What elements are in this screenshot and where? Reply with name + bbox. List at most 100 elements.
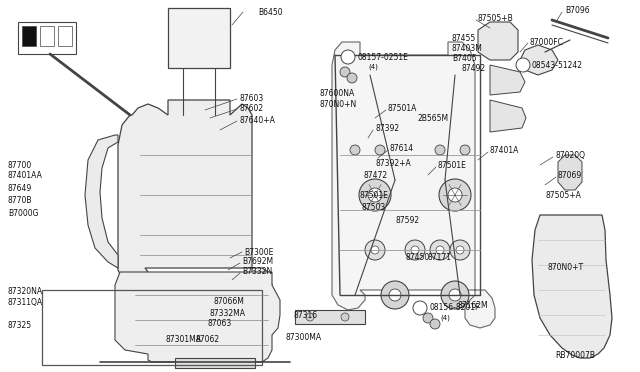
Text: B7692M: B7692M bbox=[242, 257, 273, 266]
Circle shape bbox=[435, 145, 445, 155]
Text: (4): (4) bbox=[368, 64, 378, 70]
Text: 87066M: 87066M bbox=[214, 298, 245, 307]
Circle shape bbox=[516, 58, 530, 72]
Text: 87501E: 87501E bbox=[438, 160, 467, 170]
Text: 87000FC: 87000FC bbox=[530, 38, 564, 46]
Text: 87069: 87069 bbox=[558, 170, 582, 180]
Text: 87171: 87171 bbox=[428, 253, 452, 263]
Text: B7000G: B7000G bbox=[8, 208, 38, 218]
Text: B7096: B7096 bbox=[565, 6, 589, 15]
Text: 87492: 87492 bbox=[462, 64, 486, 73]
Text: B6450: B6450 bbox=[258, 7, 283, 16]
Text: 87455: 87455 bbox=[452, 33, 476, 42]
Text: 87325: 87325 bbox=[8, 321, 32, 330]
Circle shape bbox=[439, 179, 471, 211]
Text: 87301MA: 87301MA bbox=[165, 336, 201, 344]
Polygon shape bbox=[558, 155, 582, 190]
Text: (4): (4) bbox=[440, 315, 450, 321]
Polygon shape bbox=[332, 42, 495, 328]
Text: 87316: 87316 bbox=[293, 311, 317, 321]
Text: 87063: 87063 bbox=[207, 318, 231, 327]
Text: 87592: 87592 bbox=[395, 215, 419, 224]
Text: 87020Q: 87020Q bbox=[555, 151, 585, 160]
Circle shape bbox=[340, 67, 350, 77]
Text: B: B bbox=[418, 305, 422, 311]
Circle shape bbox=[449, 289, 461, 301]
Text: 87392: 87392 bbox=[375, 124, 399, 132]
Text: B7405: B7405 bbox=[452, 54, 477, 62]
Text: B: B bbox=[521, 62, 525, 67]
Bar bbox=[42, 290, 262, 365]
Circle shape bbox=[448, 188, 462, 202]
Text: 87505+A: 87505+A bbox=[545, 190, 581, 199]
Circle shape bbox=[389, 289, 401, 301]
Circle shape bbox=[441, 281, 469, 309]
Bar bbox=[22, 26, 36, 46]
Circle shape bbox=[436, 246, 444, 254]
Polygon shape bbox=[115, 272, 280, 362]
Text: 87320NA: 87320NA bbox=[8, 288, 43, 296]
Text: 08543-51242: 08543-51242 bbox=[532, 61, 583, 70]
Bar bbox=[58, 26, 72, 46]
Polygon shape bbox=[85, 135, 118, 268]
Text: 87640+A: 87640+A bbox=[239, 115, 275, 125]
Circle shape bbox=[359, 179, 391, 211]
Circle shape bbox=[368, 188, 382, 202]
Text: B: B bbox=[346, 55, 350, 60]
Text: 87403M: 87403M bbox=[452, 44, 483, 52]
Text: 87062: 87062 bbox=[195, 336, 219, 344]
Circle shape bbox=[430, 319, 440, 329]
Bar bbox=[18, 22, 76, 54]
Text: 08156-8201F: 08156-8201F bbox=[430, 304, 481, 312]
Bar bbox=[175, 358, 255, 368]
Circle shape bbox=[341, 50, 355, 64]
Text: 87649: 87649 bbox=[8, 183, 32, 192]
Circle shape bbox=[411, 246, 419, 254]
Text: B7332N: B7332N bbox=[242, 267, 272, 276]
Polygon shape bbox=[520, 45, 558, 75]
Text: 87505+B: 87505+B bbox=[478, 13, 514, 22]
Polygon shape bbox=[490, 65, 525, 95]
Circle shape bbox=[371, 246, 379, 254]
Circle shape bbox=[413, 301, 427, 315]
Circle shape bbox=[375, 145, 385, 155]
Text: 87501E: 87501E bbox=[360, 190, 389, 199]
Text: 8770B: 8770B bbox=[8, 196, 33, 205]
Text: 2B565M: 2B565M bbox=[418, 113, 449, 122]
Text: RB70007B: RB70007B bbox=[555, 350, 595, 359]
Circle shape bbox=[365, 240, 385, 260]
Circle shape bbox=[381, 281, 409, 309]
Text: 870N0+N: 870N0+N bbox=[320, 99, 357, 109]
Circle shape bbox=[347, 73, 357, 83]
Circle shape bbox=[456, 246, 464, 254]
Circle shape bbox=[450, 240, 470, 260]
Text: 87450: 87450 bbox=[405, 253, 429, 263]
Bar bbox=[295, 310, 365, 324]
Text: 87401A: 87401A bbox=[490, 145, 520, 154]
Circle shape bbox=[460, 145, 470, 155]
Circle shape bbox=[423, 313, 433, 323]
Circle shape bbox=[405, 240, 425, 260]
Text: B7300E: B7300E bbox=[244, 247, 273, 257]
Text: 87603: 87603 bbox=[239, 93, 263, 103]
Text: 87472: 87472 bbox=[364, 170, 388, 180]
Polygon shape bbox=[490, 100, 526, 132]
Text: 87332MA: 87332MA bbox=[210, 308, 246, 317]
Circle shape bbox=[306, 313, 314, 321]
Text: 87600NA: 87600NA bbox=[320, 89, 355, 97]
Text: 87392+A: 87392+A bbox=[376, 158, 412, 167]
Text: 87614: 87614 bbox=[390, 144, 414, 153]
Polygon shape bbox=[118, 100, 272, 296]
Text: 08157-0251E: 08157-0251E bbox=[358, 52, 409, 61]
Circle shape bbox=[430, 240, 450, 260]
Circle shape bbox=[350, 145, 360, 155]
Text: 87311QA: 87311QA bbox=[8, 298, 43, 308]
Text: 87300MA: 87300MA bbox=[286, 334, 322, 343]
Polygon shape bbox=[168, 8, 230, 68]
Text: 87503: 87503 bbox=[362, 202, 387, 212]
Text: 870N0+T: 870N0+T bbox=[548, 263, 584, 273]
Polygon shape bbox=[532, 215, 612, 358]
Bar bbox=[40, 26, 54, 46]
Text: 87700: 87700 bbox=[8, 160, 32, 170]
Text: 87401AA: 87401AA bbox=[8, 170, 43, 180]
